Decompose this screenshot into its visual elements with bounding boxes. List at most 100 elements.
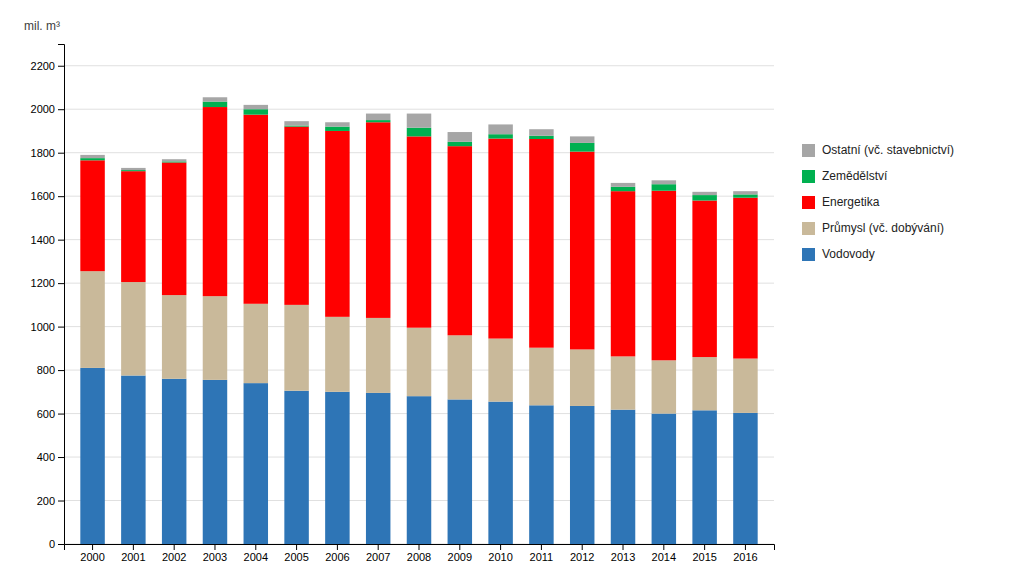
- bar-segment: [244, 115, 268, 304]
- bars: [80, 97, 757, 544]
- x-tick-mark: [174, 544, 175, 550]
- grid-line: [64, 109, 774, 110]
- legend-item: Průmysl (vč. dobývání): [802, 221, 944, 235]
- bar-segment: [121, 168, 145, 170]
- bar-segment: [121, 282, 145, 375]
- y-axis: 0 200 400 600 800 1000 1200 1400 1600 1800 2000 220…: [31, 45, 65, 551]
- x-tick-mark: [500, 544, 501, 550]
- bar-segment: [284, 391, 308, 544]
- y-tick-mark: [58, 457, 64, 458]
- bar-segment: [203, 296, 227, 380]
- y-tick: 400: [37, 451, 64, 463]
- y-tick-label: 1600: [31, 190, 55, 202]
- bar-segment: [325, 317, 349, 392]
- x-tick-mark: [459, 544, 460, 550]
- x-tick-label: 2012: [570, 551, 594, 563]
- y-tick: 1800: [31, 147, 64, 159]
- x-tick: 2000: [80, 544, 104, 563]
- bar-series: [80, 107, 757, 360]
- bar-segment: [692, 192, 716, 195]
- legend-label: Průmysl (vč. dobývání): [822, 221, 944, 235]
- y-tick-label: 2200: [31, 60, 55, 72]
- x-tick-label: 2013: [611, 551, 635, 563]
- y-tick: 1600: [31, 190, 64, 202]
- bar-segment: [733, 413, 757, 544]
- bar-segment: [203, 102, 227, 107]
- bar-segment: [284, 126, 308, 127]
- y-tick-label: 200: [37, 495, 55, 507]
- bar-segment: [162, 161, 186, 162]
- bar-segment: [203, 107, 227, 296]
- bar-segment: [121, 171, 145, 282]
- legend-label: Energetika: [822, 195, 880, 209]
- x-tick: 2015: [692, 544, 716, 563]
- x-tick-mark: [92, 544, 93, 550]
- bar-segment: [121, 170, 145, 171]
- bar-segment: [611, 183, 635, 187]
- x-tick: 2001: [121, 544, 145, 563]
- bar-segment: [570, 349, 594, 406]
- x-tick-mark: [255, 544, 256, 550]
- x-tick-mark: [296, 544, 297, 550]
- bar-segment: [529, 129, 553, 136]
- bar-segment: [692, 357, 716, 410]
- bar-segment: [325, 127, 349, 131]
- x-tick: 2010: [488, 544, 512, 563]
- bar-segment: [611, 191, 635, 356]
- bar-segment: [162, 159, 186, 161]
- y-tick: 800: [37, 364, 64, 376]
- y-tick-label: 800: [37, 364, 55, 376]
- bar-segment: [162, 379, 186, 544]
- bar-segment: [203, 97, 227, 101]
- bar-segment: [733, 198, 757, 359]
- x-axis-line: [65, 545, 775, 551]
- y-tick: 200: [37, 495, 64, 507]
- y-tick-mark: [58, 501, 64, 502]
- bar-segment: [529, 136, 553, 139]
- bar-segment: [284, 121, 308, 125]
- y-tick-label: 600: [37, 408, 55, 420]
- bar-segment: [570, 406, 594, 544]
- bar-segment: [203, 380, 227, 544]
- legend-item: Vodovody: [802, 247, 875, 261]
- y-tick-label: 2000: [31, 103, 55, 115]
- y-tick: 1200: [31, 277, 64, 289]
- bar-segment: [733, 191, 757, 194]
- bar-segment: [325, 392, 349, 544]
- x-tick-label: 2009: [448, 551, 472, 563]
- bar-segment: [529, 139, 553, 348]
- bar-segment: [244, 383, 268, 544]
- y-tick: 1000: [31, 321, 64, 333]
- y-tick-mark: [58, 240, 64, 241]
- y-tick: 2200: [31, 60, 64, 72]
- x-tick-label: 2014: [652, 551, 676, 563]
- x-tick-label: 2007: [366, 551, 390, 563]
- y-tick: 600: [37, 408, 64, 420]
- y-tick-label: 1400: [31, 234, 55, 246]
- y-tick-mark: [58, 66, 64, 67]
- y-tick-label: 1800: [31, 147, 55, 159]
- bar-segment: [692, 201, 716, 358]
- x-tick-mark: [419, 544, 420, 550]
- bar-segment: [488, 134, 512, 138]
- y-tick-mark: [58, 283, 64, 284]
- bar-segment: [244, 109, 268, 114]
- bar-segment: [121, 376, 145, 544]
- legend-swatch: [802, 248, 815, 261]
- y-axis-label: mil. m³: [24, 19, 60, 33]
- legend-label: Ostatní (vč. stavebnictví): [822, 143, 954, 157]
- y-tick: 0: [49, 538, 64, 550]
- bar-segment: [570, 136, 594, 143]
- bar-segment: [366, 318, 390, 393]
- bar-segment: [407, 396, 431, 544]
- bar-segment: [611, 356, 635, 409]
- chart: 0 200 400 600 800 1000 1200 1400 1600 1800 2000 220…: [0, 0, 1024, 584]
- bar-segment: [325, 131, 349, 317]
- y-tick-mark: [58, 109, 64, 110]
- legend-label: Vodovody: [822, 247, 875, 261]
- bar-segment: [284, 305, 308, 391]
- x-tick-label: 2000: [80, 551, 104, 563]
- x-tick: 2014: [652, 544, 676, 563]
- x-tick-label: 2016: [733, 551, 757, 563]
- legend-item: Ostatní (vč. stavebnictví): [802, 143, 954, 157]
